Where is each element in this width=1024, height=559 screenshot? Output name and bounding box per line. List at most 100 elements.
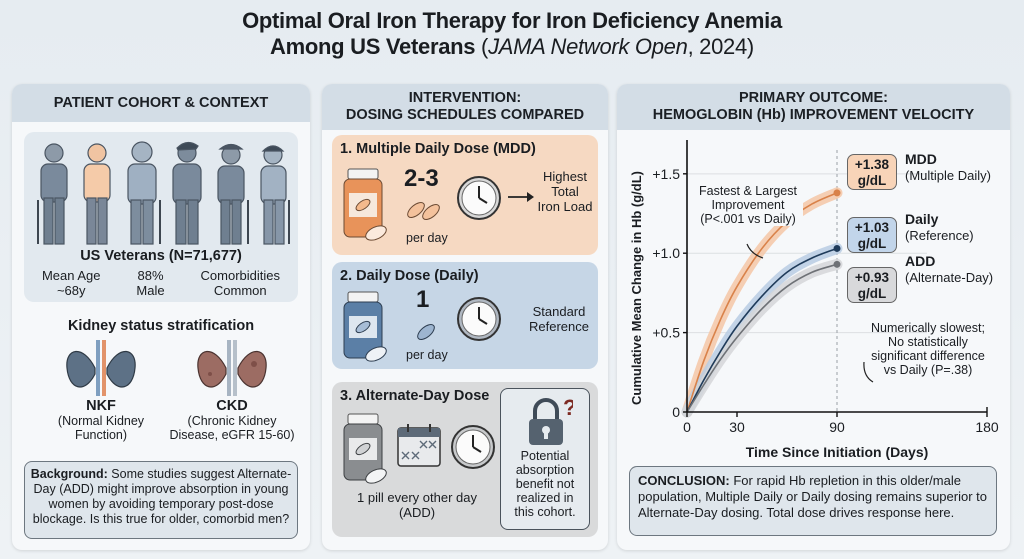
outcome-heading: PRIMARY OUTCOME: HEMOGLOBIN (Hb) IMPROVE… [617, 84, 1010, 130]
x-tick-label: 0 [683, 419, 691, 435]
mdd-desc-3: Iron Load [537, 199, 593, 214]
pill-bottle-icon [343, 291, 387, 362]
veteran-cap-figure-icon [260, 145, 290, 245]
outcome-panel: PRIMARY OUTCOME: HEMOGLOBIN (Hb) IMPROVE… [617, 84, 1010, 550]
mdd-card: 1. Multiple Daily Dose (MDD) 2-3 per day… [332, 135, 598, 255]
add-card: 3. Alternate-Day Dose 1 pill every o [332, 382, 598, 537]
daily-value: +1.03 [854, 220, 890, 235]
cohort-panel-heading: PATIENT COHORT & CONTEXT [12, 84, 310, 122]
absorption-callout: ? Potential absorption benefit not reali… [500, 388, 590, 530]
kidney-heading: Kidney status stratification [67, 318, 255, 334]
x-axis-label: Time Since Initiation (Days) [746, 444, 929, 460]
intervention-heading-2: DOSING SCHEDULES COMPARED [345, 107, 585, 123]
highlighted-figure-icon [83, 143, 111, 245]
veteran-figure-icon [127, 141, 161, 245]
y-axis-label: Cumulative Mean Change in Hb (g/dL) [629, 171, 644, 405]
arrow-right-icon [508, 192, 534, 202]
outcome-heading-1: PRIMARY OUTCOME: [738, 90, 889, 106]
add-value-label: +0.93 g/dL [847, 267, 897, 303]
page-title: Optimal Oral Iron Therapy for Iron Defic… [0, 8, 1024, 60]
y-tick-label: +1.5 [652, 166, 680, 182]
x-tick-label: 180 [975, 419, 999, 435]
stat-age: Mean Age ~68y [42, 268, 101, 298]
mdd-annot-3: (P<.001 vs Daily) [700, 212, 796, 226]
add-endpoint [833, 260, 841, 268]
nkf-desc-1: (Normal Kidney [57, 414, 145, 428]
stat-age-label: Mean Age [41, 268, 101, 283]
ckd-desc-1: (Chronic Kidney [187, 414, 277, 428]
add-annot-4: vs Daily (P=.38) [883, 363, 973, 377]
ckd-desc-2: Disease, eGFR 15-60) [169, 428, 295, 442]
callout-line-3: benefit not [515, 477, 575, 491]
mdd-desc-2: Total [551, 184, 579, 199]
officer-figure-icon [217, 143, 249, 245]
citation-year: , 2024) [687, 34, 755, 59]
background-note: Background: Some studies suggest Alterna… [24, 461, 298, 539]
lock-question-icon: ? [529, 397, 573, 445]
legend-daily-sub: (Reference) [905, 228, 974, 243]
title-line-2: Among US Veterans (JAMA Network Open, 20… [0, 34, 1024, 60]
legend-mdd-sub: (Multiple Daily) [905, 168, 991, 183]
legend-mdd: MDD [905, 151, 937, 167]
stat-male-value: 88% [137, 268, 164, 283]
daily-desc-2: Reference [529, 319, 589, 334]
background-text: Some studies suggest Alternate-Day (ADD)… [32, 467, 292, 526]
legend-add: ADD [905, 253, 936, 269]
mdd-unit: per day [406, 231, 448, 245]
mdd-annot-1: Fastest & Largest [699, 184, 797, 198]
y-tick-label: 0 [672, 404, 680, 420]
cohort-stats: Mean Age ~68y 88% Male Comorbidities Common [24, 268, 298, 298]
cohort-size: US Veterans (N=71,677) [80, 248, 242, 264]
kidney-ckd: CKD (Chronic Kidney Disease, eGFR 15-60) [167, 340, 297, 442]
y-tick-label: +1.0 [652, 245, 680, 261]
clock-icon [457, 297, 501, 341]
stat-male-label: Male [136, 283, 165, 298]
stat-comorb-value: Common [213, 283, 267, 298]
nkf-label: NKF [86, 398, 116, 414]
mdd-unit: g/dL [857, 173, 887, 188]
add-title: 3. Alternate-Day Dose [340, 388, 490, 404]
daily-line [686, 247, 838, 413]
intervention-heading-1: INTERVENTION: [408, 90, 522, 106]
add-annot-1: Numerically slowest; [871, 321, 985, 335]
callout-text: Potential absorption benefit not realize… [501, 449, 589, 519]
outcome-heading-2: HEMOGLOBIN (Hb) IMPROVEMENT VELOCITY [652, 107, 975, 123]
citation-open: ( [475, 34, 489, 59]
intervention-heading: INTERVENTION: DOSING SCHEDULES COMPARED [322, 84, 608, 130]
stat-comorb-label: Comorbidities [200, 268, 281, 283]
x-tick-label: 30 [729, 419, 745, 435]
mdd-count: 2-3 [404, 165, 439, 192]
mdd-line [686, 192, 838, 413]
mdd-value: +1.38 [854, 157, 890, 172]
conclusion-text: For rapid Hb repletion in this older/mal… [638, 473, 988, 520]
daily-value-label: +1.03 g/dL [847, 217, 897, 253]
pill-bottle-icon [343, 168, 387, 241]
daily-count: 1 [416, 286, 430, 313]
mdd-desc-1: Highest [542, 169, 588, 184]
mdd-desc: Highest Total Iron Load [534, 169, 596, 214]
add-annotation-leader [863, 361, 874, 383]
daily-title: 2. Daily Dose (Daily) [340, 268, 479, 284]
nkf-desc-2: Function) [74, 428, 128, 442]
title-bold: Among US Veterans [270, 34, 476, 59]
background-label: Background: [30, 467, 108, 481]
y-tick-label: +0.5 [652, 325, 680, 341]
journal-name: JAMA Network Open [488, 34, 688, 59]
calendar-icon [397, 424, 441, 467]
callout-line-5: this cohort. [514, 505, 576, 519]
stat-comorbidities: Comorbidities Common [201, 268, 280, 298]
add-value: +0.93 [854, 270, 890, 285]
kidney-nkf: NKF (Normal Kidney Function) [36, 340, 166, 442]
callout-line-4: realized in [516, 491, 574, 505]
add-unit: 1 pill every other day (ADD) [342, 490, 492, 520]
mdd-annotation-leader [746, 243, 764, 259]
daily-unit-label: g/dL [857, 236, 887, 251]
stat-age-value: ~68y [56, 283, 86, 298]
title-citation: (JAMA Network Open, 2024) [475, 34, 754, 59]
add-annotation: Numerically slowest; No statistically si… [857, 321, 999, 377]
mdd-title: 1. Multiple Daily Dose (MDD) [340, 141, 536, 157]
veterans-figures-icon [37, 141, 290, 245]
pill-bottle-icon [343, 413, 387, 484]
add-unit-label: g/dL [857, 286, 887, 301]
hb-change-chart: 0 +0.5 +1.0 +1.5 0 30 90 180 Cumulative Mean Ch… [629, 140, 999, 460]
